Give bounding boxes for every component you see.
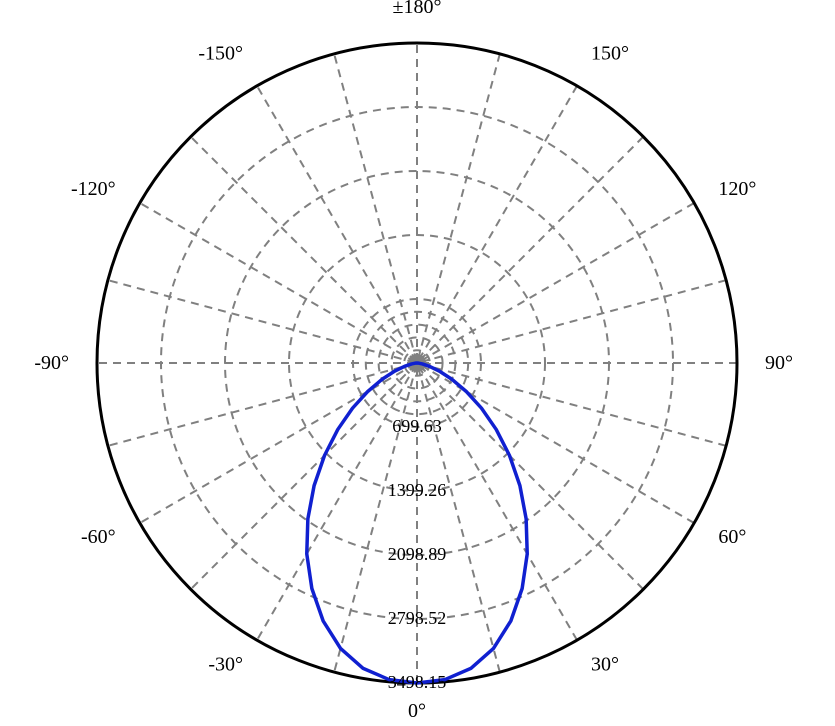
angle-tick-label: -120° (71, 178, 116, 200)
radial-tick-label: 2798.52 (388, 608, 447, 628)
angle-tick-label: 150° (591, 43, 629, 65)
angle-tick-label: 120° (718, 178, 756, 200)
angle-tick-label: 90° (765, 352, 793, 374)
radial-tick-label: 3498.15 (388, 672, 447, 692)
radial-tick-label: 1399.26 (388, 480, 447, 500)
angle-tick-label: -90° (34, 352, 69, 374)
radial-tick-label: 699.63 (392, 416, 442, 436)
angle-tick-label: -60° (81, 526, 116, 548)
angle-tick-label: 60° (718, 526, 746, 548)
angle-tick-label: 30° (591, 653, 619, 675)
radial-tick-label: 2098.89 (388, 544, 447, 564)
polar-svg: 699.63 1399.26 2098.89 2798.52 3498.15 ±180° -… (0, 0, 835, 726)
angle-tick-label: -150° (198, 43, 243, 65)
angle-tick-label: -30° (208, 653, 243, 675)
polar-chart: 699.63 1399.26 2098.89 2798.52 3498.15 ±180° -… (0, 0, 835, 726)
angle-tick-label: 0° (408, 700, 426, 722)
angle-tick-label: ±180° (393, 0, 442, 18)
